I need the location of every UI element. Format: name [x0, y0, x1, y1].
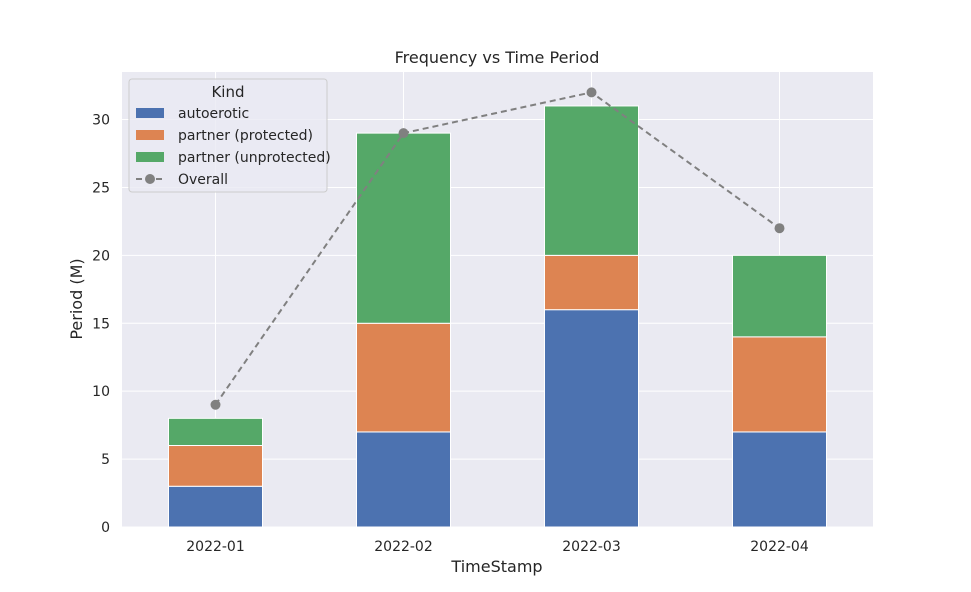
x-tick-label: 2022-03 [562, 539, 621, 555]
legend-swatch [136, 108, 164, 118]
legend-swatch [136, 152, 164, 162]
bar-autoerotic-2022-04 [732, 431, 827, 528]
bars [168, 105, 827, 528]
overall-point-2022-03 [586, 87, 597, 98]
y-tick-label: 20 [92, 248, 110, 264]
legend-swatch [136, 130, 164, 140]
legend-box [128, 78, 328, 193]
bar-partner-protected-2022-01 [168, 445, 263, 487]
legend-marker [145, 174, 155, 184]
overall-point-2022-01 [210, 399, 221, 410]
x-tick-label: 2022-02 [374, 539, 433, 555]
overall-point-2022-04 [774, 223, 785, 234]
legend-title: Kind [211, 83, 244, 101]
y-tick-label: 25 [92, 180, 110, 196]
chart-title: Frequency vs Time Period [395, 48, 600, 67]
legend-label: Overall [178, 172, 228, 188]
bar-autoerotic-2022-02 [356, 431, 451, 528]
legend: Kind autoerotic partner (protected) partne… [128, 78, 331, 193]
legend-label: partner (unprotected) [178, 150, 331, 166]
bar-partner-unprotected-2022-03 [544, 105, 639, 256]
overall-line-path [214, 91, 781, 406]
bar-partner-unprotected-2022-04 [732, 254, 827, 338]
x-tick-label: 2022-01 [186, 539, 245, 555]
bar-partner-unprotected-2022-01 [168, 417, 263, 447]
legend-label: autoerotic [178, 106, 249, 122]
x-tick-label: 2022-04 [750, 539, 809, 555]
bar-partner-protected-2022-04 [732, 336, 827, 433]
y-axis-title: Period (M) [67, 258, 86, 339]
bar-autoerotic-2022-03 [544, 309, 639, 528]
x-axis-title: TimeStamp [450, 557, 542, 576]
y-tick-label: 10 [92, 384, 110, 400]
y-tick-label: 0 [101, 520, 110, 536]
legend-label: partner (protected) [178, 128, 313, 144]
bar-autoerotic-2022-01 [168, 485, 263, 528]
y-tick-labels: 0 5 10 15 20 25 30 [92, 113, 110, 536]
overall-point-2022-02 [398, 128, 409, 139]
bar-partner-protected-2022-02 [356, 322, 451, 433]
bar-partner-protected-2022-03 [544, 254, 639, 311]
y-tick-label: 15 [92, 316, 110, 332]
overall-line [210, 87, 785, 410]
y-tick-label: 30 [92, 113, 110, 129]
y-tick-label: 5 [101, 452, 110, 468]
bar-partner-unprotected-2022-02 [356, 132, 451, 324]
x-tick-labels: 2022-01 2022-02 2022-03 2022-04 [186, 539, 809, 555]
